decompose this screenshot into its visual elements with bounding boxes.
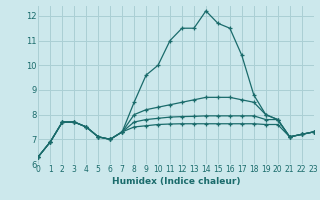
X-axis label: Humidex (Indice chaleur): Humidex (Indice chaleur) <box>112 177 240 186</box>
